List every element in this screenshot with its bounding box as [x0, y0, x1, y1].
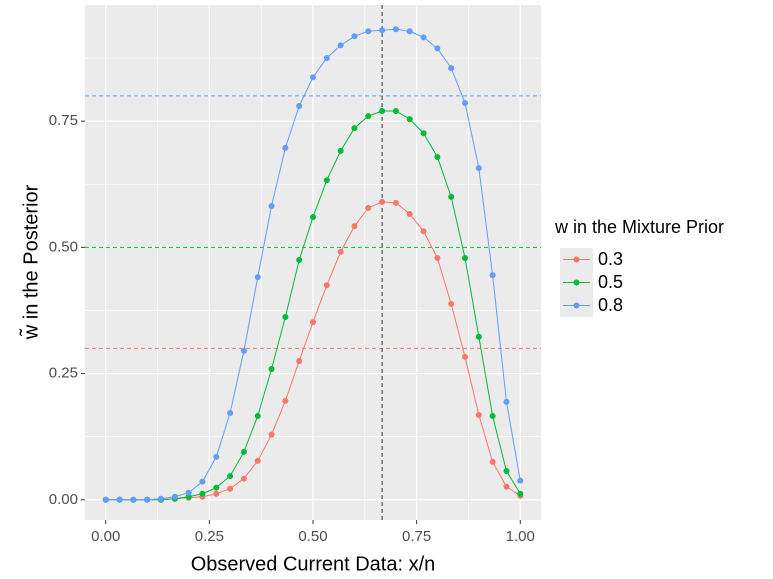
data-point: [392, 108, 399, 115]
data-point: [434, 45, 441, 52]
data-point: [489, 272, 496, 279]
data-point: [434, 153, 441, 160]
data-point: [420, 130, 427, 137]
data-point: [227, 473, 234, 480]
data-point: [351, 223, 358, 230]
x-tick-label: 0.75: [402, 528, 431, 545]
data-point: [282, 397, 289, 404]
data-point: [406, 116, 413, 123]
data-point: [130, 496, 137, 503]
data-point: [185, 489, 192, 496]
legend-label: 0.5: [598, 272, 623, 292]
legend: 0.3 0.5 0.8: [560, 248, 623, 317]
data-point: [227, 409, 234, 416]
data-point: [434, 254, 441, 261]
data-point: [296, 102, 303, 109]
legend-point: [573, 279, 580, 286]
data-point: [503, 398, 510, 405]
data-point: [462, 99, 469, 106]
data-point: [213, 453, 220, 460]
y-tick-label: 0.00: [49, 491, 78, 508]
grid: [85, 5, 541, 520]
data-point: [282, 314, 289, 321]
data-point: [254, 274, 261, 281]
data-point: [379, 108, 386, 115]
data-point: [310, 319, 316, 326]
legend-label: 0.3: [598, 249, 623, 269]
data-point: [199, 490, 206, 497]
data-point: [392, 199, 399, 206]
data-point: [448, 300, 455, 307]
y-tick-label: 0.50: [49, 238, 78, 255]
data-point: [448, 65, 455, 72]
data-point: [503, 468, 510, 475]
data-point: [323, 282, 330, 289]
data-point: [268, 202, 275, 209]
data-point: [213, 490, 220, 497]
marks: [85, 5, 541, 520]
data-point: [475, 411, 482, 418]
data-point: [406, 211, 413, 218]
data-point: [171, 493, 178, 500]
data-point: [406, 28, 413, 35]
data-point: [351, 33, 358, 40]
data-point: [462, 353, 469, 360]
data-point: [282, 144, 289, 151]
data-point: [365, 28, 372, 35]
legend-label: 0.8: [598, 295, 623, 315]
data-point: [323, 55, 330, 62]
data-point: [268, 366, 275, 373]
data-point: [462, 254, 469, 261]
data-point: [323, 177, 330, 184]
data-point: [116, 496, 123, 503]
data-point: [489, 458, 496, 465]
y-axis-title: w̃ in the Posterior: [19, 184, 42, 340]
data-point: [489, 412, 496, 419]
data-point: [157, 495, 164, 502]
data-point: [102, 496, 109, 503]
data-point: [254, 412, 261, 419]
data-point: [379, 27, 386, 34]
data-point: [240, 347, 247, 354]
data-point: [213, 484, 220, 491]
data-point: [420, 34, 427, 41]
y-tick-label: 0.75: [49, 112, 78, 129]
x-tick-label: 0.00: [91, 528, 120, 545]
data-point: [296, 256, 303, 263]
data-point: [475, 165, 482, 172]
data-point: [337, 147, 344, 154]
data-point: [337, 42, 344, 49]
data-point: [144, 496, 151, 503]
x-tick-label: 0.25: [195, 528, 224, 545]
legend-title: w in the Mixture Prior: [554, 217, 724, 237]
data-point: [517, 477, 524, 484]
data-point: [379, 198, 386, 205]
data-point: [310, 74, 316, 81]
data-point: [199, 478, 206, 485]
y-tick-label: 0.25: [49, 365, 78, 382]
legend-point: [573, 256, 580, 263]
data-point: [227, 485, 234, 492]
data-point: [365, 113, 372, 120]
data-point: [240, 448, 247, 455]
data-point: [517, 490, 524, 497]
x-tick-label: 0.50: [298, 528, 327, 545]
data-point: [475, 333, 482, 340]
data-point: [448, 193, 455, 200]
data-point: [351, 125, 358, 132]
data-point: [296, 357, 303, 364]
legend-point: [573, 302, 580, 309]
x-axis-title: Observed Current Data: x/n: [191, 553, 436, 575]
data-point: [254, 457, 261, 464]
data-point: [420, 228, 427, 235]
data-point: [365, 204, 372, 211]
data-point: [337, 248, 344, 255]
data-point: [268, 431, 275, 438]
data-point: [310, 214, 316, 221]
data-point: [392, 26, 399, 33]
x-tick-label: 1.00: [506, 528, 535, 545]
data-point: [503, 483, 510, 490]
data-point: [240, 475, 247, 482]
